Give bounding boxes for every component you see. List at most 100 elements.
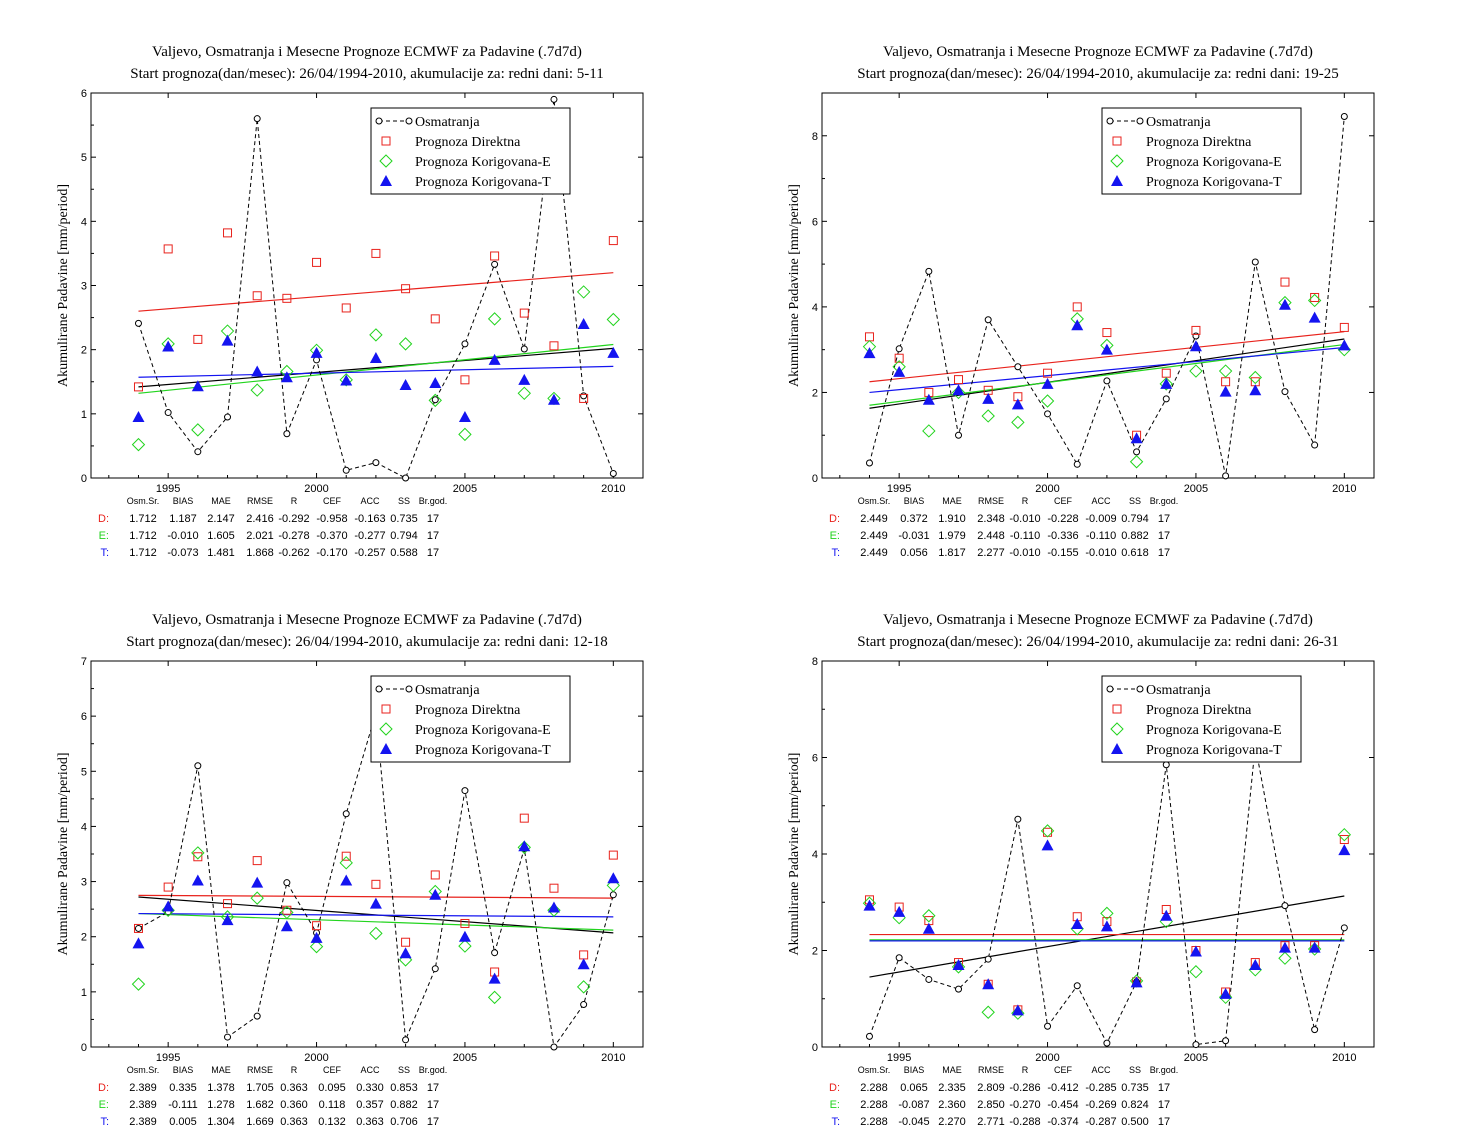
point-prognoza-korigovana-t [251, 365, 264, 377]
point-osmatranja [984, 955, 992, 963]
point-osmatranja [224, 1033, 232, 1041]
stats-value: 2.360 [938, 1099, 966, 1111]
point-prognoza-direktna [549, 883, 559, 893]
legend-marker-osmatranja [1106, 685, 1114, 693]
point-osmatranja [194, 762, 202, 770]
stats-value: 1.682 [246, 1099, 274, 1111]
point-prognoza-korigovana-t [577, 958, 590, 970]
stats-header: CEF [1054, 496, 1073, 506]
stats-value: -0.087 [898, 1099, 929, 1111]
stats-value: -0.262 [278, 547, 309, 559]
point-osmatranja [1014, 815, 1022, 823]
legend: Osmatranja Prognoza Direktna Prognoza Kori… [1101, 675, 1302, 763]
point-osmatranja [342, 466, 350, 474]
y-tick-label: 6 [812, 753, 818, 765]
point-prognoza-korigovana-e [576, 980, 591, 994]
stats-value: 2.288 [860, 1099, 888, 1111]
legend-label: Osmatranja [1146, 115, 1211, 130]
stats-header: CEF [1054, 1065, 1073, 1075]
point-prognoza-korigovana-t [310, 931, 323, 943]
legend-marker-osmatranja [405, 685, 413, 693]
stats-header: BIAS [904, 496, 925, 506]
point-prognoza-korigovana-t [132, 411, 145, 423]
stats-value: 1.304 [207, 1116, 235, 1128]
stats-value: 17 [427, 513, 439, 525]
point-osmatranja [1222, 1037, 1230, 1045]
point-prognoza-direktna [1043, 827, 1053, 837]
stats-value: 1.910 [938, 513, 966, 525]
x-tick-label: 1995 [156, 483, 180, 495]
y-tick-label: 5 [81, 766, 87, 778]
point-prognoza-korigovana-e [922, 424, 936, 438]
point-prognoza-korigovana-t [458, 930, 471, 942]
x-tick-label: 2000 [1035, 483, 1059, 495]
point-prognoza-korigovana-e [1011, 1006, 1025, 1020]
point-osmatranja [402, 474, 410, 482]
point-prognoza-korigovana-e [458, 427, 472, 442]
stats-value: 2.147 [207, 513, 235, 525]
point-prognoza-korigovana-e [1337, 827, 1352, 842]
point-prognoza-korigovana-e [369, 926, 383, 941]
legend-marker-osmatranja [405, 117, 413, 125]
point-prognoza-korigovana-t [280, 920, 293, 932]
legend-label: Osmatranja [415, 683, 480, 698]
point-prognoza-korigovana-e [250, 891, 264, 905]
point-prognoza-korigovana-e [428, 393, 442, 408]
stats-value: -0.228 [1047, 513, 1078, 525]
x-tick-label: 2010 [1332, 1052, 1356, 1064]
stats-value: 1.378 [207, 1082, 235, 1094]
point-prognoza-korigovana-t [1160, 377, 1173, 389]
point-osmatranja [925, 975, 933, 983]
stats-header: Osm.Sr. [858, 496, 891, 506]
stats-header: R [291, 1065, 298, 1075]
stats-row-label: D: [829, 1082, 840, 1094]
point-prognoza-korigovana-t [1249, 384, 1262, 396]
stats-value: 0.065 [900, 1082, 928, 1094]
point-prognoza-korigovana-e [606, 878, 621, 893]
stats-value: -0.269 [1085, 1099, 1116, 1111]
point-prognoza-korigovana-t [1278, 298, 1291, 310]
point-osmatranja [194, 448, 202, 456]
stats-header: ACC [1091, 1065, 1111, 1075]
stats-header: Br.god. [1150, 496, 1179, 506]
point-prognoza-korigovana-t [577, 318, 590, 329]
stats-table: Osm.Sr. BIAS MAE RMSE R CEF ACC SS Br.god. D: 2.28… [829, 1065, 1178, 1128]
point-prognoza-korigovana-t [1041, 377, 1054, 389]
stats-row-label: E: [99, 1099, 109, 1111]
stats-value: 0.588 [390, 547, 418, 559]
point-prognoza-korigovana-e [369, 328, 383, 342]
point-osmatranja [895, 954, 903, 962]
stats-value: 0.360 [280, 1099, 308, 1111]
legend-box [1101, 675, 1302, 763]
stats-value: 1.712 [129, 513, 157, 525]
stats-row-label: D: [98, 1082, 109, 1094]
point-prognoza-korigovana-t [340, 374, 353, 386]
legend-label: Osmatranja [415, 115, 480, 130]
point-osmatranja [550, 95, 558, 103]
point-osmatranja [1133, 448, 1141, 456]
stats-value: 17 [1158, 1082, 1170, 1094]
point-osmatranja [1044, 1022, 1052, 1030]
point-prognoza-direktna [312, 257, 322, 267]
trend-line-obs [869, 895, 1345, 978]
point-prognoza-direktna [1310, 292, 1320, 302]
stats-row-label: E: [99, 530, 109, 542]
point-osmatranja [955, 431, 963, 439]
stats-value: 0.363 [280, 1116, 308, 1128]
point-osmatranja [224, 413, 232, 421]
point-prognoza-korigovana-e [1040, 394, 1055, 408]
stats-value: 17 [427, 547, 439, 559]
point-osmatranja [1162, 761, 1170, 769]
stats-value: -0.270 [1009, 1099, 1040, 1111]
y-axis-label: Akumulirane Padavine [mm/period] [56, 753, 71, 956]
point-osmatranja [1192, 1041, 1200, 1049]
stats-value: 2.389 [129, 1099, 157, 1111]
point-prognoza-korigovana-t [922, 393, 935, 405]
point-prognoza-korigovana-t [132, 937, 145, 949]
y-axis-label: Akumulirane Padavine [mm/period] [787, 753, 802, 956]
stats-value: -0.278 [278, 530, 309, 542]
point-prognoza-korigovana-e [339, 856, 353, 870]
stats-row-label: T: [831, 1116, 840, 1128]
point-prognoza-korigovana-t [893, 905, 906, 917]
stats-value: 2.270 [938, 1116, 966, 1128]
